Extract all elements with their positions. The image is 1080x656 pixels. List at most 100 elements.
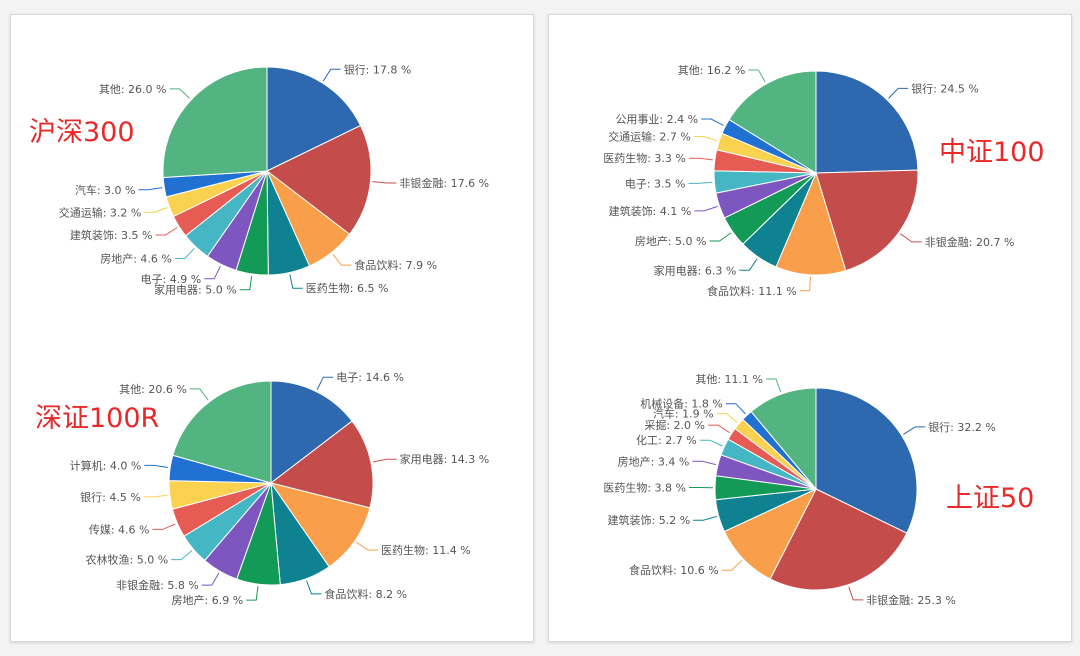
pie-chart-4: 上证50 银行: 32.2 % 非银金融: 25.3 % 食品饮料: 10.6 % 建筑…: [603, 373, 1034, 607]
slice-label: 汽车: 3.0 %: [75, 183, 136, 197]
slice-label: 传媒: 4.6 %: [89, 523, 150, 536]
slice-label: 家用电器: 5.0 %: [154, 283, 237, 297]
slice-label: 房地产: 4.6 %: [100, 252, 172, 266]
leader-line: [708, 424, 730, 434]
slice-label: 食品饮料: 11.1 %: [707, 284, 797, 298]
leader-line: [246, 586, 259, 601]
slice-label: 机械设备: 1.8 %: [640, 397, 723, 411]
leader-line: [766, 378, 782, 393]
leader-line: [688, 181, 713, 184]
slice-label: 农林牧渔: 5.0 %: [86, 553, 169, 567]
leader-line: [174, 247, 195, 259]
pie-slice[interactable]: [815, 387, 918, 534]
chart-title: 中证100: [939, 137, 1045, 168]
leader-line: [692, 460, 717, 466]
chart-title: 上证50: [946, 483, 1034, 514]
pie-slice[interactable]: [162, 66, 268, 179]
leader-line: [694, 205, 718, 212]
slice-label: 其他: 16.2 %: [678, 64, 746, 77]
leader-line: [152, 523, 176, 530]
slice-label: 食品饮料: 10.6 %: [629, 563, 719, 577]
pie-slice[interactable]: [815, 70, 919, 174]
slice-label: 电子: 14.6 %: [336, 371, 404, 384]
slice-label: 银行: 4.5 %: [80, 490, 141, 504]
slice-label: 食品饮料: 7.9 %: [354, 258, 437, 272]
leader-line: [239, 275, 253, 291]
leader-line: [372, 458, 397, 463]
leader-line: [721, 560, 743, 571]
slice-label: 非银金融: 17.6 %: [399, 176, 489, 190]
pie-slice[interactable]: [769, 488, 908, 591]
leader-line: [322, 68, 341, 82]
slice-label: 房地产: 5.0 %: [635, 234, 707, 248]
leader-line: [316, 376, 334, 391]
right-panel: 中证100 银行: 24.5 % 非银金融: 20.7 % 食品饮料: 11.1 % 家…: [548, 14, 1072, 642]
leader-line: [356, 541, 378, 551]
slice-label: 其他: 11.1 %: [695, 373, 763, 386]
slice-label: 非银金融: 5.8 %: [116, 578, 199, 592]
leader-line: [748, 69, 766, 83]
slice-label: 交通运输: 3.2 %: [59, 205, 142, 219]
leader-line: [739, 258, 758, 271]
leader-line: [900, 233, 922, 243]
pie-chart-1: 沪深300 银行: 17.8 % 非银金融: 17.6 % 食品饮料: 7.9 % 医药…: [29, 62, 489, 296]
leader-line: [693, 516, 717, 521]
pie-slice[interactable]: [269, 482, 371, 568]
slice-label: 化工: 2.7 %: [636, 433, 697, 447]
leader-line: [306, 580, 322, 595]
slice-label: 公用事业: 2.4 %: [615, 113, 698, 126]
slice-label: 医药生物: 3.8 %: [603, 481, 686, 495]
left-panel: 沪深300 银行: 17.8 % 非银金融: 17.6 % 食品饮料: 7.9 % 医药…: [10, 14, 534, 642]
pie-slice[interactable]: [815, 169, 919, 272]
slice-label: 非银金融: 25.3 %: [866, 593, 956, 607]
leader-line: [372, 181, 397, 184]
slice-label: 其他: 26.0 %: [99, 83, 167, 96]
leader-line: [201, 572, 220, 586]
slice-label: 食品饮料: 8.2 %: [324, 587, 407, 601]
pie-chart-3: 深证100R 电子: 14.6 % 家用电器: 14.3 % 医药生物: 11.4 %…: [35, 371, 489, 607]
pie-slice[interactable]: [266, 66, 362, 172]
pie-slice[interactable]: [269, 420, 374, 509]
slice-label: 非银金融: 20.7 %: [925, 235, 1015, 249]
slice-label: 电子: 3.5 %: [625, 177, 686, 190]
slice-label: 银行: 32.2 %: [928, 420, 996, 434]
slice-label: 采掘: 2.0 %: [644, 418, 705, 432]
pie-slice[interactable]: [270, 380, 353, 485]
chart-title: 沪深300: [29, 117, 135, 148]
slice-label: 家用电器: 14.3 %: [400, 452, 490, 466]
leader-line: [144, 207, 168, 213]
slice-label: 电子: 4.9 %: [141, 273, 202, 286]
pie-slice[interactable]: [728, 70, 817, 174]
pie-slice[interactable]: [266, 124, 372, 235]
slice-label: 医药生物: 3.3 %: [603, 151, 686, 165]
leader-line: [332, 253, 352, 266]
chart-title: 深证100R: [35, 403, 159, 434]
slice-label: 银行: 17.8 %: [344, 62, 412, 76]
slice-label: 家用电器: 6.3 %: [654, 263, 737, 277]
pie-slice[interactable]: [172, 380, 272, 484]
leader-line: [725, 403, 746, 415]
leader-line: [701, 118, 724, 126]
leader-line: [848, 586, 864, 601]
slice-label: 房地产: 6.9 %: [172, 593, 244, 607]
pie-slice[interactable]: [723, 487, 818, 580]
leader-line: [799, 276, 811, 292]
slice-label: 建筑装饰: 3.5 %: [70, 228, 153, 242]
pie-slice[interactable]: [750, 387, 817, 491]
slice-label: 银行: 24.5 %: [911, 81, 979, 95]
slice-label: 汽车: 1.9 %: [653, 407, 714, 421]
leader-line: [171, 550, 193, 561]
leader-line: [699, 439, 723, 447]
leader-line: [143, 494, 168, 498]
pie-chart-2: 中证100 银行: 24.5 % 非银金融: 20.7 % 食品饮料: 11.1 % 家…: [603, 64, 1044, 298]
slice-label: 医药生物: 6.5 %: [306, 281, 389, 295]
slice-label: 建筑装饰: 5.2 %: [608, 513, 691, 527]
slice-label: 交通运输: 2.7 %: [608, 130, 691, 144]
slice-label: 建筑装饰: 4.1 %: [609, 204, 692, 218]
leader-line: [888, 87, 909, 99]
leader-line: [204, 265, 221, 280]
leader-line: [709, 232, 732, 242]
leader-line: [289, 274, 303, 289]
pie-slice[interactable]: [775, 171, 847, 276]
slice-label: 其他: 20.6 %: [119, 383, 187, 396]
